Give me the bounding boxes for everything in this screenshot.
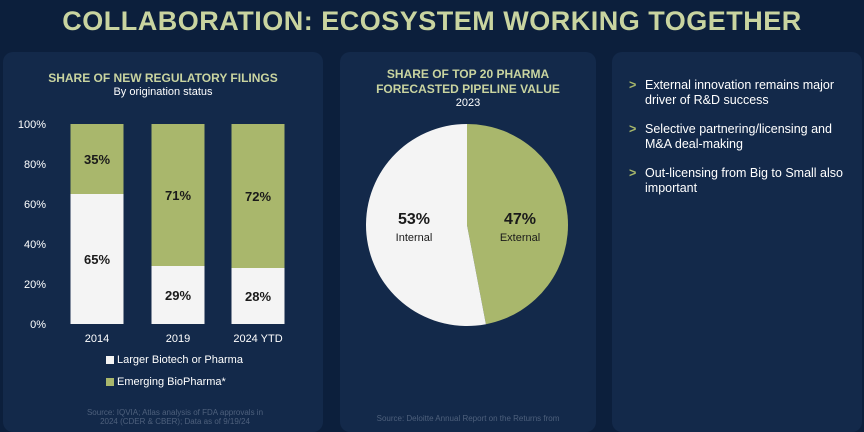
bar-segment [231,124,285,268]
bar-source: Source: IQVIA; Atlas analysis of FDA app… [86,408,264,426]
legend-swatch [106,356,114,364]
pie-chart-title: SHARE OF TOP 20 PHARMA FORECASTED PIPELIN… [376,67,560,96]
bar-chart-title: SHARE OF NEW REGULATORY FILINGS [48,71,278,85]
pie-value-label: 47% [504,211,536,228]
bar-segment [70,124,124,194]
bar-segment [151,266,205,324]
data-label: 29% [165,288,191,303]
legend-item-larger: Larger Biotech or Pharma [106,354,243,366]
data-label: 72% [245,189,271,204]
pie-name-label: Internal [396,232,433,244]
data-label: 71% [165,188,191,203]
bullet-3: > Out-licensing from Big to Small also im… [629,166,843,195]
pie-slice-internal [365,124,486,327]
y-tick-label: 60% [24,199,46,211]
legend-label: Emerging BioPharma* [117,376,226,388]
bullet-2: > Selective partnering/licensing and M&A … [629,122,832,151]
y-tick-label: 100% [18,119,46,131]
bar-segment [70,194,124,324]
data-label: 28% [245,289,271,304]
data-label: 65% [84,252,110,267]
legend-label: Larger Biotech or Pharma [117,354,243,366]
x-tick-label: 2014 [85,333,109,345]
data-label: 35% [84,152,110,167]
x-tick-label: 2024 YTD [233,333,282,345]
legend-swatch [106,378,114,386]
y-tick-label: 80% [24,159,46,171]
y-tick-label: 0% [30,319,46,331]
bar-chart-subtitle: By origination status [113,86,213,98]
pie-source: Source: Deloitte Annual Report on the Re… [376,414,560,423]
legend-item-emerging: Emerging BioPharma* [106,376,226,388]
pie-chart-subtitle: 2023 [455,97,481,109]
bar-segment [151,124,205,266]
y-tick-label: 20% [24,279,46,291]
bullets-panel [612,52,862,432]
bar-segment [231,268,285,324]
bullet-1: > External innovation remains major drive… [629,78,834,107]
pie-value-label: 53% [398,211,430,228]
pie-name-label: External [500,232,540,244]
slide-title: COLLABORATION: ECOSYSTEM WORKING TOGETHE… [62,6,802,36]
x-tick-label: 2019 [166,333,190,345]
pie-slice-external [467,124,568,325]
y-tick-label: 40% [24,239,46,251]
